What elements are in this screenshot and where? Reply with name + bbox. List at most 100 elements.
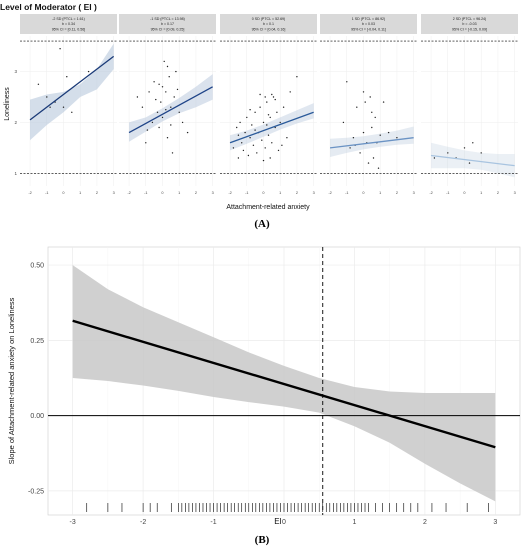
data-point — [156, 111, 159, 114]
data-point — [274, 126, 276, 129]
data-point — [267, 114, 270, 116]
panel-b-caption: (B) — [255, 534, 270, 546]
data-point — [161, 86, 164, 88]
data-point — [271, 93, 273, 96]
facet-plot-area — [320, 36, 417, 186]
data-point — [269, 157, 271, 159]
data-point — [266, 124, 268, 126]
x-tick-label: -2 — [429, 191, 432, 195]
data-point — [237, 157, 240, 159]
facet-strip-label: b = -0.03 — [462, 22, 476, 26]
fit-line — [430, 154, 515, 167]
data-point — [59, 48, 61, 50]
data-point — [267, 134, 270, 136]
facet-panel: 0 SD (PTCL = 52.69)b = 0.195% CI = [0.04… — [220, 14, 317, 195]
data-point — [239, 121, 241, 124]
data-point — [168, 76, 170, 78]
fit-line — [29, 55, 115, 121]
data-point — [262, 121, 265, 124]
data-point — [165, 109, 167, 111]
data-point — [166, 65, 169, 68]
panel-b: -3 -2 -1 0 1 2 3 -0.25 0.00 0.25 0.50 EI Slope of … — [7, 246, 521, 546]
data-point — [274, 98, 276, 101]
y-tick-label: 2 — [14, 120, 17, 125]
x-tick-label: -1 — [345, 191, 348, 195]
x-tick-label: -1 — [245, 191, 248, 195]
data-point — [87, 70, 90, 73]
x-tick-label: 1 — [480, 191, 482, 195]
x-tick-label: 3 — [514, 191, 516, 195]
data-point — [155, 98, 157, 101]
x-tick-label: 0 — [362, 191, 364, 195]
data-point — [282, 106, 285, 108]
data-point — [369, 96, 371, 98]
data-point — [379, 134, 381, 136]
data-point — [447, 152, 449, 154]
x-tick-label: 2 — [396, 191, 398, 195]
panel-b-y-axis-title: Slope of Attachment-related anxiety on L… — [7, 297, 16, 464]
confidence-band — [330, 126, 414, 157]
data-point — [145, 142, 147, 144]
panel-b-x-axis-title: EI — [274, 517, 282, 526]
data-point — [359, 152, 361, 154]
facet-strip-label: 95% CI = [-0.04, 0.11] — [351, 27, 386, 31]
data-point — [153, 81, 155, 83]
data-point — [362, 131, 365, 134]
y-tick-label: 0.00 — [30, 413, 44, 420]
data-point — [71, 111, 73, 114]
data-point — [364, 101, 366, 103]
data-point — [151, 121, 154, 124]
slope-line — [72, 319, 496, 449]
fit-line — [128, 86, 213, 134]
y-tick-label: 0.25 — [30, 338, 44, 345]
x-tick-label: 1 — [352, 519, 356, 526]
data-point — [276, 111, 278, 114]
data-point — [247, 154, 250, 157]
confidence-band — [129, 74, 213, 142]
data-point — [433, 157, 436, 159]
data-point — [259, 93, 261, 96]
data-point — [49, 106, 51, 108]
data-point — [163, 60, 165, 63]
x-tick-label: -1 — [446, 191, 449, 195]
data-point — [264, 96, 266, 98]
facet-plot-area — [220, 36, 317, 186]
facet-strip-label: 0 SD (PTCL = 52.69) — [252, 17, 286, 21]
data-point — [362, 91, 365, 93]
x-tick-label: 1 — [178, 191, 180, 195]
data-point — [252, 144, 255, 146]
data-point — [352, 137, 355, 139]
panel-a: Level of Moderator ( EI ) 123-2 SD (PTCL… — [0, 2, 518, 230]
facet-strip-label: 95% CI = [0.11, 0.56] — [52, 27, 86, 31]
data-point — [148, 91, 150, 93]
data-point — [158, 126, 160, 129]
data-point — [371, 111, 373, 114]
data-point — [372, 157, 375, 159]
y-tick-label: 3 — [14, 69, 17, 74]
panel-a-x-axis-title: Attachment-related anxiety — [226, 204, 310, 211]
data-point — [264, 147, 266, 149]
data-point — [387, 131, 390, 134]
x-tick-label: 3 — [313, 191, 315, 195]
facet-strip-label: b = 0.1 — [263, 22, 274, 26]
panel-a-title: Level of Moderator ( EI ) — [0, 2, 97, 12]
data-point — [266, 101, 268, 103]
x-tick-label: 1 — [79, 191, 81, 195]
data-point — [349, 147, 351, 149]
data-point — [249, 137, 251, 139]
data-point — [178, 111, 180, 114]
data-point — [277, 149, 280, 152]
y-tick-label: -0.25 — [28, 488, 44, 495]
x-tick-label: -1 — [144, 191, 147, 195]
x-tick-label: 0 — [62, 191, 64, 195]
data-point — [367, 162, 370, 164]
x-tick-label: -2 — [140, 519, 146, 526]
data-point — [66, 76, 68, 78]
facet-strip-label: b = 0.34 — [62, 22, 75, 26]
y-tick-label: 1 — [14, 171, 17, 176]
data-point — [176, 88, 179, 91]
data-point — [271, 142, 273, 144]
